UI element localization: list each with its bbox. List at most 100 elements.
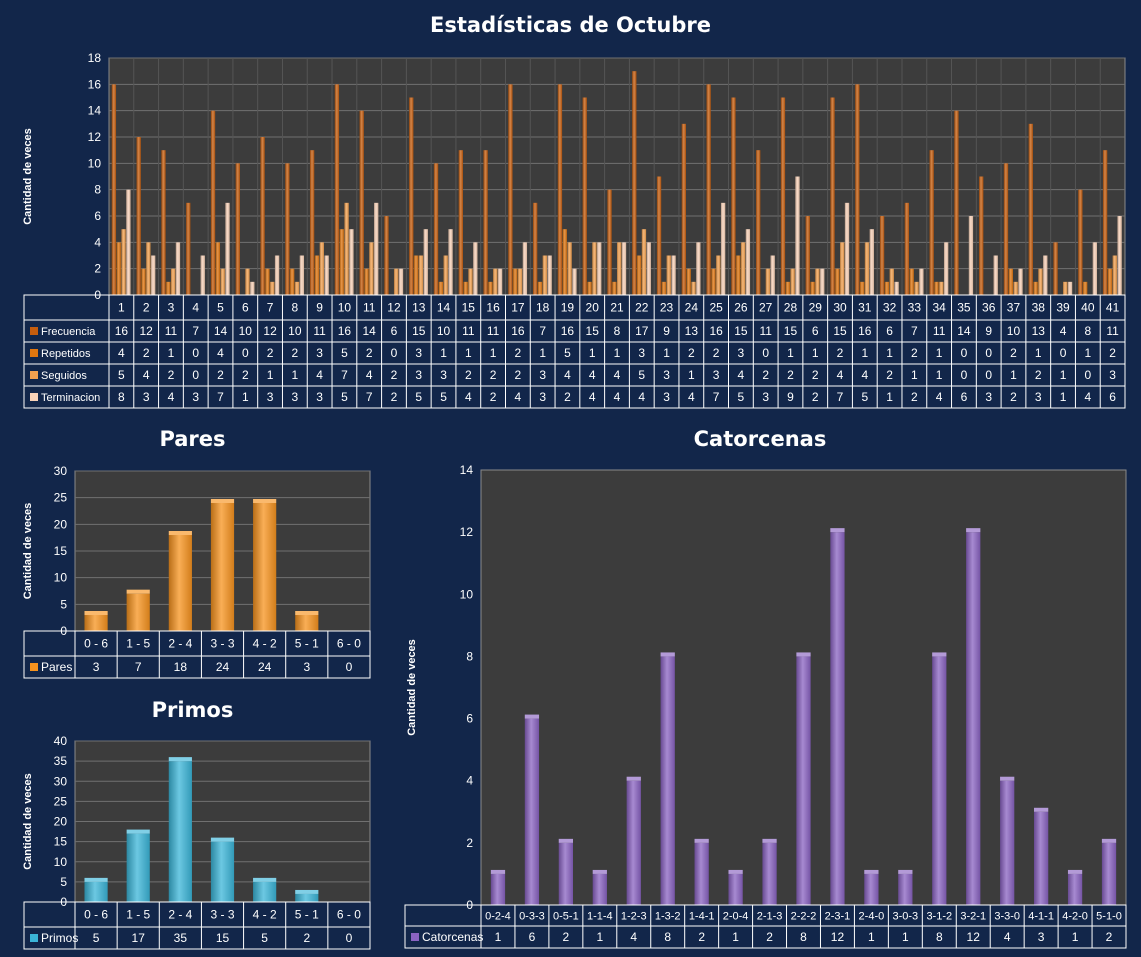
main-table-value: 5: [440, 390, 447, 404]
main-bar-frecuencia-30: [830, 97, 835, 295]
main-bar-seguidos-31: [864, 242, 870, 295]
main-table-value: 2: [1010, 346, 1017, 360]
main-bar-frecuencia-38: [1028, 123, 1033, 295]
main-table-value: 5: [118, 368, 125, 382]
primos-title: Primos: [151, 698, 234, 722]
main-bar-frecuencia-40: [1078, 189, 1083, 295]
main-bar-frecuencia-7: [260, 137, 265, 295]
main-bar-seguidos-21: [617, 242, 622, 295]
main-category-label: 11: [363, 301, 376, 315]
main-bar-terminacion-33: [919, 268, 924, 295]
main-category-label: 3: [168, 301, 175, 315]
main-table-value: 1: [886, 346, 893, 360]
main-legend-label-repetidos: Repetidos: [41, 348, 91, 360]
main-bar-seguidos-19: [567, 242, 572, 295]
primos-table-value: 17: [132, 931, 146, 945]
main-table-value: 2: [1035, 368, 1042, 382]
main-category-label: 17: [511, 301, 525, 315]
main-bar-repetidos-30: [835, 268, 840, 295]
main-bar-frecuencia-31: [855, 84, 860, 295]
main-bar-repetidos-17: [513, 268, 518, 295]
pares-category-label: 5 - 1: [295, 637, 319, 651]
main-bar-frecuencia-28: [780, 97, 786, 295]
main-bar-frecuencia-18: [532, 202, 538, 295]
main-bar-frecuencia-11: [359, 110, 364, 296]
primos-category-label: 0 - 6: [84, 908, 108, 922]
catorcenas-y-axis-label: Cantidad de veces: [406, 639, 418, 736]
main-table-value: 1: [589, 346, 596, 360]
catorcenas-bar-catorcenas-3-1-2: [932, 656, 947, 905]
catorcenas-table-value: 1: [868, 930, 875, 944]
main-table-value: 5: [341, 346, 348, 360]
catorcenas-title: Catorcenas: [693, 427, 827, 451]
main-table-value: 4: [217, 346, 224, 360]
primos-category-label: 5 - 1: [295, 908, 319, 922]
catorcenas-category-label: 2-4-0: [859, 911, 885, 923]
pares-category-label: 1 - 5: [126, 637, 150, 651]
main-table-value: 8: [118, 390, 125, 404]
main-bar-terminacion-26: [745, 229, 751, 295]
catorcenas-bar-catorcenas-2-1-3: [762, 842, 777, 905]
main-bar-seguidos-28: [790, 268, 795, 295]
main-y-tick-label: 6: [94, 209, 101, 223]
main-bar-frecuencia-4: [186, 202, 191, 295]
main-table-value: 3: [539, 368, 546, 382]
catorcenas-table-value: 1: [495, 930, 502, 944]
catorcenas-legend-label-catorcenas: Catorcenas: [422, 930, 483, 944]
main-bar-terminacion-16: [497, 268, 503, 295]
main-bar-frecuencia-35: [954, 110, 959, 296]
main-table-value: 2: [787, 368, 794, 382]
main-table-value: 4: [688, 390, 695, 404]
pares-y-tick-label: 15: [54, 544, 68, 558]
catorcenas-category-label: 2-1-3: [757, 911, 783, 923]
main-bar-repetidos-29: [810, 281, 815, 295]
main-bar-seguidos-11: [369, 242, 374, 295]
primos-category-label: 6 - 0: [337, 908, 361, 922]
main-table-value: 2: [366, 346, 373, 360]
main-bar-seguidos-12: [393, 268, 399, 295]
catorcenas-bar-cap: [898, 869, 913, 874]
main-bar-frecuencia-6: [235, 163, 240, 295]
catorcenas-category-label: 3-3-0: [994, 911, 1020, 923]
pares-bar-pares-2 - 4: [168, 535, 192, 631]
main-table-value: 4: [936, 390, 943, 404]
main-table-value: 1: [440, 346, 447, 360]
main-bar-frecuencia-9: [309, 150, 315, 295]
catorcenas-y-tick-label: 6: [466, 712, 473, 726]
main-category-label: 23: [660, 301, 674, 315]
catorcenas-bar-cap: [966, 528, 981, 533]
main-bar-seguidos-32: [889, 268, 894, 295]
main-table-value: 4: [837, 368, 844, 382]
main-y-axis-label: Cantidad de veces: [22, 128, 34, 225]
main-bar-repetidos-25: [711, 268, 716, 295]
main-table-value: 16: [561, 324, 575, 338]
main-category-label: 9: [316, 301, 323, 315]
main-table-value: 1: [663, 346, 670, 360]
pares-category-label: 6 - 0: [337, 637, 361, 651]
main-table-value: 7: [217, 390, 224, 404]
main-bar-frecuencia-19: [557, 84, 563, 295]
main-bar-frecuencia-37: [1003, 163, 1009, 295]
main-table-value: 2: [688, 346, 695, 360]
main-table-value: 10: [437, 324, 451, 338]
main-bar-seguidos-9: [319, 242, 324, 295]
catorcenas-table-value: 12: [967, 930, 981, 944]
main-table-value: 3: [192, 390, 199, 404]
main-table-value: 3: [292, 390, 299, 404]
main-category-label: 18: [536, 301, 550, 315]
main-bar-terminacion-4: [200, 255, 205, 295]
main-bar-frecuencia-16: [483, 150, 488, 295]
main-table-value: 2: [713, 346, 720, 360]
main-table-value: 2: [837, 346, 844, 360]
catorcenas-bar-cap: [728, 869, 743, 874]
main-table-value: 2: [391, 390, 398, 404]
catorcenas-bar-catorcenas-5-1-0: [1101, 842, 1117, 905]
primos-table-value: 5: [261, 931, 268, 945]
main-bar-repetidos-3: [166, 281, 171, 295]
primos-table-value: 5: [93, 931, 100, 945]
main-table-value: 15: [412, 324, 426, 338]
main-y-tick-label: 10: [88, 156, 102, 170]
main-bar-terminacion-20: [597, 242, 602, 295]
main-bar-terminacion-12: [398, 268, 404, 295]
main-table-value: 2: [143, 346, 150, 360]
